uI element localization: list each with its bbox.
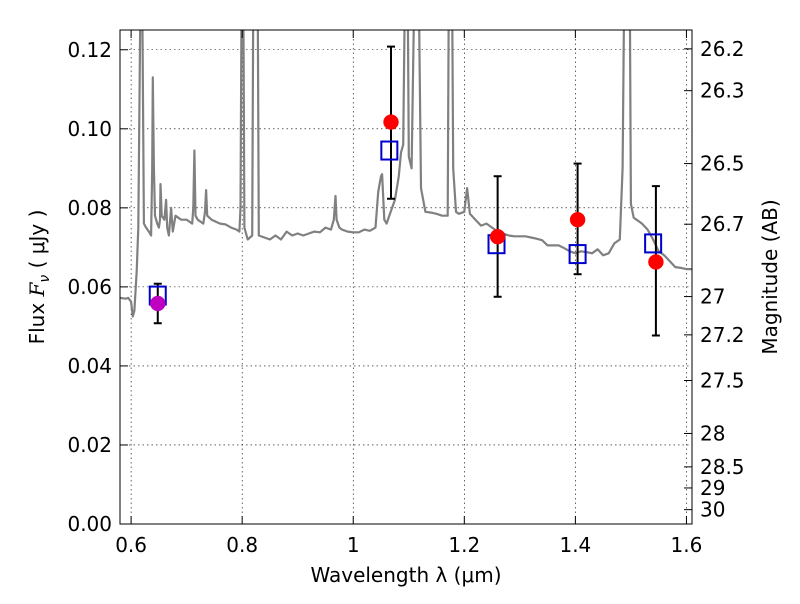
x-tick-label: 0.8 (226, 533, 258, 557)
y-tick-label: 0.02 (67, 433, 112, 457)
y-axis-label-symbol: F (25, 281, 49, 297)
x-axis-label: Wavelength λ (μm) (310, 563, 501, 587)
model-point-square (568, 244, 587, 265)
plot-background (120, 30, 692, 524)
x-tick-label: 0.6 (115, 533, 147, 557)
x-tick-label: 1.2 (448, 533, 480, 557)
model-point-square (644, 233, 663, 254)
y-tick-label: 0.10 (67, 117, 112, 141)
x-tick-label: 1.4 (559, 533, 591, 557)
right-tick-label: 30 (700, 498, 725, 522)
right-tick-label: 28.5 (700, 455, 745, 479)
data-layer (120, 30, 692, 337)
right-tick-label: 27.2 (700, 323, 745, 347)
y-tick-label: 0.04 (67, 354, 112, 378)
observed-point-circle (569, 211, 586, 228)
ticks: 0.6 0.8 1 1.2 1.4 1.6 0.00 0.02 0.04 0.06 0.08 0.10… (67, 30, 745, 557)
right-tick-label: 26.2 (700, 37, 745, 61)
spectrum-line (120, 30, 692, 318)
observed-point-circle (150, 295, 166, 312)
right-tick-label: 27 (700, 285, 725, 309)
plot-frame (119, 29, 693, 525)
y-tick-label: 0.06 (67, 275, 112, 299)
right-tick-label: 29 (700, 476, 725, 500)
right-tick-label: 28 (700, 421, 725, 445)
observed-point-circle (383, 114, 399, 130)
y-axis-label-prefix: Flux (25, 296, 49, 344)
y-axis-label: Flux Fν ( μJy ) (25, 210, 53, 345)
x-tick-label: 1.6 (671, 533, 703, 557)
y-axis-label-subscript: ν (37, 275, 53, 283)
observed-point-circle (648, 254, 664, 270)
observed-point-circle (489, 228, 506, 245)
right-tick-label: 26.7 (700, 212, 745, 236)
y-tick-label: 0.00 (67, 512, 112, 536)
x-tick-label: 1 (347, 533, 360, 557)
right-tick-label: 26.5 (700, 152, 745, 176)
right-tick-label: 26.3 (700, 79, 745, 103)
right-tick-label: 27.5 (700, 369, 745, 393)
y-axis-label-suffix: ( μJy ) (25, 210, 49, 275)
y-tick-label: 0.12 (67, 38, 112, 62)
y-tick-label: 0.08 (67, 196, 112, 220)
right-axis-label: Magnitude (AB) (758, 199, 782, 354)
model-point-square (380, 140, 399, 161)
